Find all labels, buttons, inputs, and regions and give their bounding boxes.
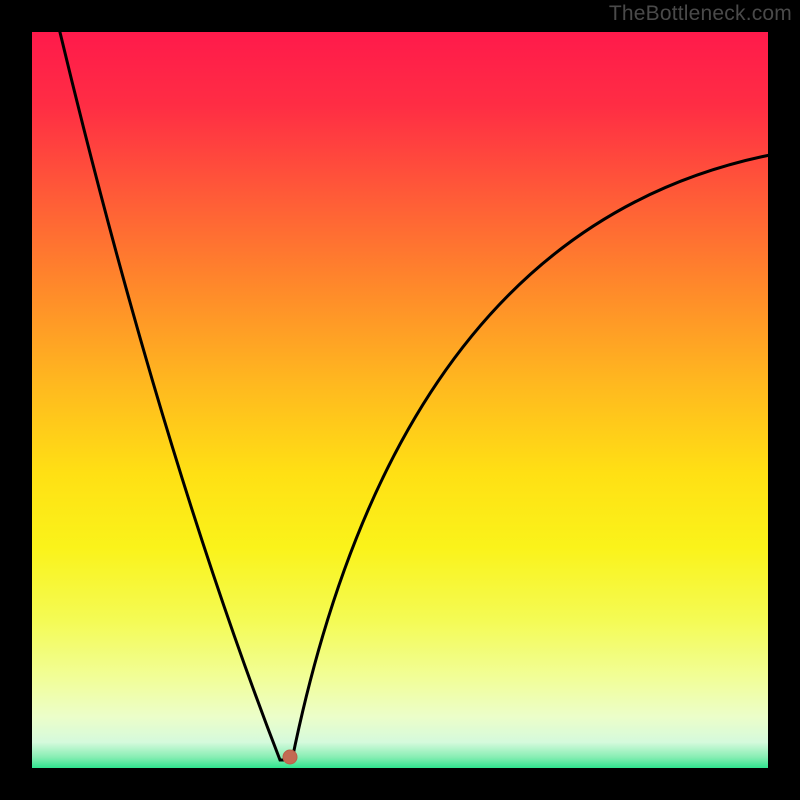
gradient-background bbox=[32, 32, 768, 768]
border-right bbox=[768, 0, 800, 800]
watermark-text: TheBottleneck.com bbox=[609, 2, 792, 26]
bottleneck-chart: TheBottleneck.com bbox=[0, 0, 800, 800]
border-left bbox=[0, 0, 32, 800]
chart-svg bbox=[0, 0, 800, 800]
border-bottom bbox=[0, 768, 800, 800]
optimal-point-marker bbox=[283, 750, 297, 764]
